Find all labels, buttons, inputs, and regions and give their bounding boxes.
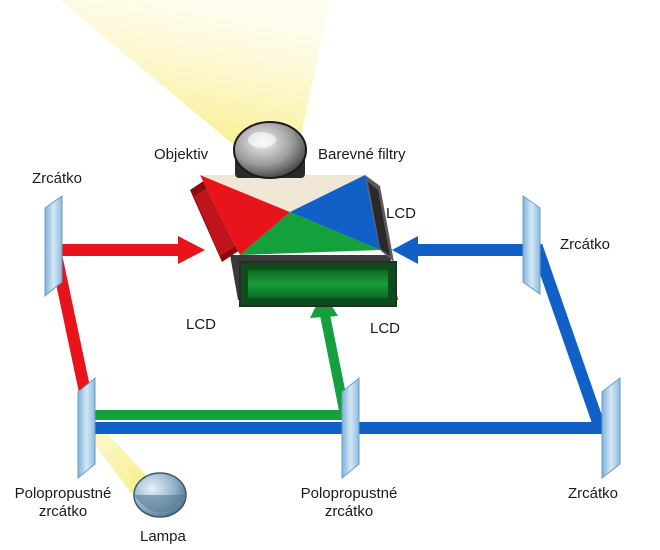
half-mirror-left — [77, 376, 96, 480]
red-beam — [47, 244, 180, 394]
lcd-right-label: LCD — [386, 205, 417, 222]
projection-light-beam — [60, 0, 330, 150]
half-mirror-left-label: Polopropustné zrcátko — [8, 485, 118, 521]
mirror-top-left — [44, 195, 63, 298]
blue-filter — [290, 175, 380, 250]
lamp-label: Lampa — [140, 528, 186, 545]
lamp-icon — [133, 472, 187, 518]
half-mirror-center — [341, 376, 360, 480]
lens-icon — [233, 121, 307, 179]
green-filter — [240, 212, 380, 255]
lcd-left-label: LCD — [186, 316, 217, 333]
color-filters-label: Barevné filtry — [318, 146, 406, 163]
half-mirror-center-label-line2: zrcátko — [324, 503, 374, 520]
blue-beam-arrowhead — [392, 236, 418, 264]
half-mirror-center-label: Polopropustné zrcátko — [294, 485, 404, 521]
green-lcd-panel — [239, 261, 397, 307]
half-mirror-left-label-line2: zrcátko — [38, 503, 88, 520]
white-filter — [200, 175, 365, 212]
red-filter — [200, 175, 290, 255]
lcd-bottom-label: LCD — [370, 320, 401, 337]
mirror-right-lower-label: Zrcátko — [568, 485, 619, 502]
red-beam-arrowhead — [178, 236, 205, 264]
mirror-right-upper — [522, 195, 541, 295]
half-mirror-left-label-line1: Polopropustné — [14, 485, 112, 502]
lens-label: Objektiv — [154, 146, 209, 163]
half-mirror-center-label-line1: Polopropustné — [300, 485, 398, 502]
mirror-top-left-label: Zrcátko — [32, 170, 83, 187]
mirror-right-upper-label: Zrcátko — [560, 236, 611, 253]
mirror-right-lower — [601, 376, 621, 480]
